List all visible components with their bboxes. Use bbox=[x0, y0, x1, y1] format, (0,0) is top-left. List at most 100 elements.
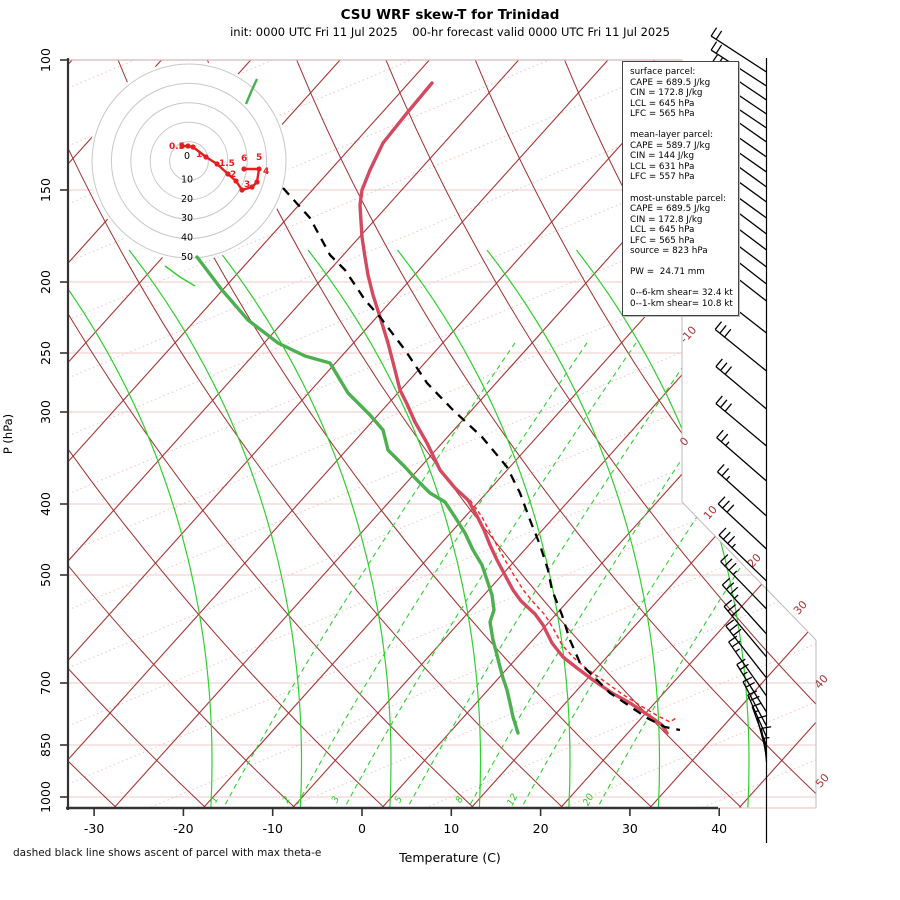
wind-barb bbox=[720, 554, 767, 610]
info-line: CIN = 144 J/kg bbox=[630, 151, 695, 162]
x-tick-label: 40 bbox=[711, 821, 727, 836]
profiles bbox=[164, 78, 681, 735]
hodograph-height-label: 2 bbox=[230, 170, 236, 180]
wind-barb bbox=[723, 599, 767, 658]
y-tick-label: 1000 bbox=[38, 781, 53, 813]
mixing-ratio-label: 20 bbox=[581, 792, 596, 808]
info-line: CIN = 172.8 J/kg bbox=[630, 214, 703, 225]
wind-barb bbox=[718, 527, 767, 582]
x-tick-label: -20 bbox=[173, 821, 193, 836]
info-line: CAPE = 689.5 J/kg bbox=[630, 77, 711, 88]
isotherm-label: 0 bbox=[677, 435, 691, 449]
hodograph-ring-label: 40 bbox=[181, 233, 193, 244]
x-tick-label: -30 bbox=[84, 821, 104, 836]
mixing-ratio-label: 3 bbox=[330, 795, 343, 806]
mixing-ratio-label: 12 bbox=[505, 792, 520, 808]
hodograph-height-label: 6 bbox=[241, 154, 247, 164]
hodograph-height-label: 1 bbox=[196, 150, 202, 160]
y-tick-label: 700 bbox=[38, 671, 53, 695]
info-line: LFC = 557 hPa bbox=[630, 172, 695, 183]
info-line: LFC = 565 hPa bbox=[630, 109, 695, 120]
x-tick-label: 10 bbox=[443, 821, 459, 836]
wind-barb bbox=[710, 27, 767, 73]
hodograph: 0 10 20 30 40 50 0.5 1 1.523 456 bbox=[89, 61, 289, 263]
isotherm-label: 10 bbox=[701, 503, 720, 522]
info-line bbox=[630, 183, 734, 194]
x-tick-label: 30 bbox=[622, 821, 638, 836]
hodograph-height-label: 0.5 bbox=[169, 142, 185, 152]
hodograph-ring-label: 50 bbox=[181, 252, 193, 263]
faint-dotted-lines bbox=[68, 60, 816, 808]
info-line: CAPE = 689.5 J/kg bbox=[630, 204, 711, 215]
x-axis-title: Temperature (C) bbox=[399, 850, 501, 865]
info-line: most-unstable parcel: bbox=[630, 193, 727, 204]
wind-barb bbox=[742, 676, 768, 727]
isotherm-label: -10 bbox=[678, 324, 700, 346]
wind-barb bbox=[763, 737, 770, 763]
wind-barb bbox=[714, 321, 767, 372]
wind-barb bbox=[721, 577, 767, 635]
wind-barb bbox=[716, 429, 767, 482]
parcel-ascent-curve bbox=[282, 187, 681, 732]
temperature-curve bbox=[358, 81, 669, 735]
info-line: PW = 24.71 mm bbox=[630, 267, 705, 278]
info-line: surface parcel: bbox=[630, 67, 696, 77]
hodograph-height-label: 3 bbox=[244, 180, 250, 190]
dewpoint-curve bbox=[195, 255, 520, 735]
info-line: LCL = 631 hPa bbox=[630, 161, 695, 172]
info-line bbox=[630, 278, 734, 289]
moist-adiabat-stub bbox=[244, 78, 259, 105]
info-line: 0--1-km shear= 10.8 kt bbox=[630, 299, 733, 310]
chart-title: CSU WRF skew-T for Trinidad bbox=[340, 7, 560, 23]
info-line: source = 823 hPa bbox=[630, 246, 708, 257]
y-axis-title: P (hPa) bbox=[1, 414, 15, 454]
info-line: CAPE = 589.7 J/kg bbox=[630, 140, 711, 151]
x-tick-label: 20 bbox=[533, 821, 549, 836]
hodograph-height-label: 4 bbox=[263, 167, 269, 177]
mixing-ratio-label: 8 bbox=[454, 795, 467, 806]
y-tick-label: 200 bbox=[38, 270, 53, 294]
x-tick-label: -10 bbox=[262, 821, 282, 836]
footnote-text: dashed black line shows ascent of parcel… bbox=[13, 847, 322, 859]
wind-barb bbox=[715, 358, 767, 410]
isotherm-label: 20 bbox=[745, 551, 764, 570]
virtual-temp-curve bbox=[469, 499, 677, 723]
parcel-info-box: surface parcel: CAPE = 689.5 J/kg CIN = 17… bbox=[622, 61, 739, 316]
info-line bbox=[630, 257, 734, 268]
info-line bbox=[630, 120, 734, 131]
wind-barb bbox=[715, 395, 767, 447]
hodograph-height-label: 1.5 bbox=[219, 159, 235, 169]
info-line: LCL = 645 hPa bbox=[630, 225, 695, 236]
y-tick-label: 150 bbox=[38, 178, 53, 202]
mixing-ratio-label: 1 bbox=[209, 795, 222, 806]
y-tick-label: 300 bbox=[38, 400, 53, 424]
info-line: LFC = 565 hPa bbox=[630, 235, 695, 246]
info-line: mean-layer parcel: bbox=[630, 130, 714, 141]
mixing-ratio-label: 2 bbox=[281, 795, 294, 806]
x-tick-label: 0 bbox=[358, 821, 366, 836]
hodograph-ring-label: 20 bbox=[181, 194, 193, 205]
hodograph-ring-label: 30 bbox=[181, 213, 193, 224]
info-line: CIN = 172.8 J/kg bbox=[630, 88, 703, 99]
info-line: 0--6-km shear= 32.4 kt bbox=[630, 288, 733, 299]
y-tick-label: 850 bbox=[38, 733, 53, 757]
mixing-ratio-label: 5 bbox=[393, 795, 406, 806]
wind-barb bbox=[725, 619, 768, 679]
wind-barb bbox=[747, 690, 768, 738]
axes: -30 -20 -10 0 10 20 30 401001502002503004005007… bbox=[1, 48, 727, 836]
wind-barb bbox=[717, 496, 767, 550]
wind-barb bbox=[736, 658, 768, 713]
hodograph-ring-label: 0 bbox=[184, 151, 190, 162]
wind-barb bbox=[716, 463, 767, 517]
isotherm-label: 40 bbox=[812, 672, 831, 691]
y-tick-label: 100 bbox=[38, 48, 53, 72]
moist-adiabat-stub bbox=[164, 265, 196, 287]
wind-barb bbox=[728, 635, 768, 697]
hodograph-height-label: 5 bbox=[256, 153, 262, 163]
hodograph-ring-label: 10 bbox=[181, 174, 193, 185]
info-line: LCL = 645 hPa bbox=[630, 98, 695, 109]
isotherm-label: 30 bbox=[791, 598, 810, 617]
y-tick-label: 500 bbox=[38, 563, 53, 587]
